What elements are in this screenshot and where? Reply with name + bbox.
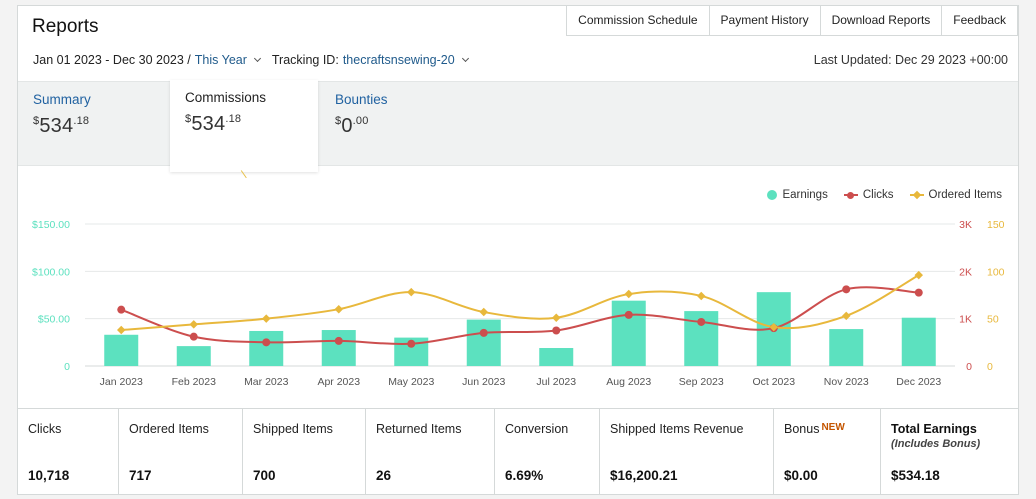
ordered-items-point [624,289,633,299]
legend-earnings[interactable]: Earnings [767,189,828,201]
clicks-point [624,310,633,319]
filter-row: Jan 01 2023 - Dec 30 2023 / This Year Tr… [33,53,480,67]
x-tick-label: Oct 2023 [752,376,795,388]
y-left-tick-label: $100.00 [32,266,70,278]
y-right-tick-label: 0 [987,361,993,373]
x-tick-label: Sep 2023 [679,376,724,388]
ordered-items-point [842,311,851,321]
tracking-label: Tracking ID: [271,53,339,67]
chevron-down-icon[interactable] [461,54,469,63]
x-tick-label: Feb 2023 [172,376,217,388]
x-tick-label: Jan 2023 [100,376,143,388]
clicks-point [334,336,343,345]
stat-conversion: Conversion 6.69% [495,409,600,494]
tab-download-reports[interactable]: Download Reports [819,6,943,36]
y-mid-tick-label: 3K [959,219,972,231]
ordered-items-line [121,274,920,332]
reports-panel: Reports Commission Schedule Payment Hist… [17,5,1019,495]
y-left-tick-label: $150.00 [32,219,70,231]
ordered-items-point [189,320,198,329]
stat-clicks: Clicks 10,718 [18,409,119,494]
x-tick-label: Mar 2023 [244,376,289,388]
tab-bounties[interactable]: Bounties $0.00 [335,92,388,138]
bounties-value: $0.00 [335,115,369,137]
y-left-tick-label: 0 [64,361,70,373]
earnings-bar [104,334,139,366]
tracking-id-dropdown[interactable]: thecraftsnsewing-20 [342,53,455,67]
clicks-point [262,338,271,347]
tab-feedback[interactable]: Feedback [941,6,1018,36]
stats-bar: Clicks 10,718 Ordered Items 717 Shipped … [18,408,1018,494]
clicks-point [189,332,198,341]
period-dropdown[interactable]: This Year [194,53,247,67]
summary-value: $534.18 [33,115,90,137]
summary-band: Summary $534.18 Bounties $0.00 [18,81,1018,166]
y-right-tick-label: 50 [987,314,999,326]
clicks-point [407,339,416,348]
legend-clicks[interactable]: Clicks [843,189,894,201]
top-tabs: Commission Schedule Payment History Down… [566,6,1018,36]
x-tick-label: Apr 2023 [317,376,360,388]
ordered-items-point [479,307,488,317]
ordered-items-point [914,270,923,280]
y-mid-tick-label: 2K [959,266,972,278]
x-tick-label: Jul 2023 [536,376,576,388]
tab-payment-history[interactable]: Payment History [708,6,821,36]
x-tick-label: Jun 2023 [462,376,505,388]
clicks-point [842,285,851,294]
ordered-items-point [407,287,416,297]
earnings-bar [176,346,211,366]
x-tick-label: Dec 2023 [896,376,941,388]
tab-commissions[interactable]: Commissions $534.18 [170,80,318,172]
earnings-bar [321,330,356,366]
y-mid-tick-label: 0 [966,361,972,373]
summary-label: Summary [33,92,91,107]
clicks-point [117,305,126,314]
bounties-label: Bounties [335,92,388,107]
date-range: Jan 01 2023 - Dec 30 2023 / [33,53,191,67]
tab-commission-schedule[interactable]: Commission Schedule [566,6,710,36]
y-right-tick-label: 150 [987,219,1005,231]
clicks-point [479,328,488,337]
stat-shipped-items: Shipped Items 700 [243,409,366,494]
clicks-point [697,317,706,326]
ordered-items-point [334,304,343,314]
page-title: Reports [32,16,99,37]
y-mid-tick-label: 1K [959,314,972,326]
y-left-tick-label: $50.00 [38,314,70,326]
clicks-point [914,288,923,297]
ordered-items-point [697,291,706,301]
earnings-bar [539,348,574,366]
y-right-tick-label: 100 [987,266,1005,278]
clicks-point [552,326,561,335]
x-tick-label: Nov 2023 [824,376,869,388]
earnings-bar [249,330,284,366]
ordered-items-point [117,325,126,335]
stat-bonus: Bonus NEW $0.00 [774,409,881,494]
ordered-items-point [262,314,271,323]
earnings-bar [611,300,646,366]
new-badge: NEW [821,422,845,433]
earnings-bar [829,329,864,366]
chevron-down-icon[interactable] [253,54,261,63]
stat-total-earnings: Total Earnings (Includes Bonus) $534.18 [891,422,981,483]
tab-summary[interactable]: Summary $534.18 [33,92,91,138]
earnings-bar [466,319,501,366]
ordered-items-point [552,313,561,322]
legend-ordered-items[interactable]: Ordered Items [909,189,1002,201]
chart: Earnings Clicks Ordered Items 0 0 0 $50.00 1… [18,181,1018,406]
commissions-label: Commissions [185,90,267,105]
earnings-bar [901,317,936,366]
chart-svg: 0 0 0 $50.00 1K 50 $100.00 2K 100 $150.00 3K 150 Jan… [32,219,1005,388]
commissions-value: $534.18 [185,113,242,135]
x-tick-label: Aug 2023 [606,376,651,388]
stat-ordered-items: Ordered Items 717 [119,409,243,494]
stat-returned-items: Returned Items 26 [366,409,495,494]
clicks-line [120,286,919,346]
stat-shipped-revenue: Shipped Items Revenue $16,200.21 [600,409,774,494]
x-tick-label: May 2023 [388,376,434,388]
last-updated: Last Updated: Dec 29 2023 +00:00 [813,53,1008,67]
chart-legend: Earnings Clicks Ordered Items [767,189,1002,201]
